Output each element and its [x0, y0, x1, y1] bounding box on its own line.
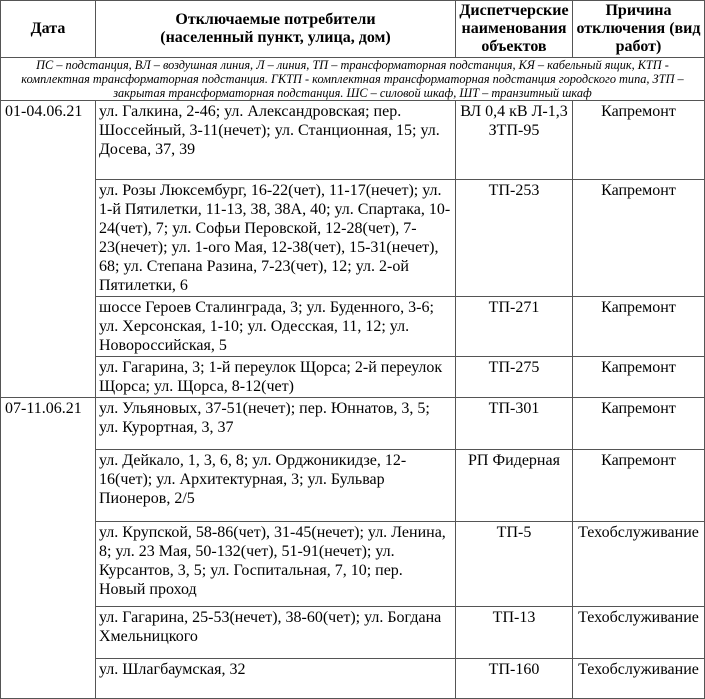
- reason-cell: Капремонт: [572, 397, 705, 450]
- table-row: ул. Гагарина, 25-53(нечет), 38-60(чет); …: [1, 606, 705, 659]
- consumers-cell: ул. Гагарина, 25-53(нечет), 38-60(чет); …: [95, 606, 456, 659]
- header-consumers-line1: Отключаемые потребители: [175, 11, 376, 28]
- consumers-cell: ул. Розы Люксембург, 16-22(чет), 11-17(н…: [95, 179, 456, 297]
- reason-cell: Капремонт: [572, 296, 705, 357]
- abbreviation-legend: ПС – подстанция, ВЛ – воздушная линия, Л…: [0, 57, 705, 101]
- header-date: Дата: [0, 0, 96, 58]
- consumers-cell: ул. Крупской, 58-86(чет), 31-45(нечет); …: [95, 521, 456, 607]
- reason-cell: Капремонт: [572, 449, 705, 522]
- dispatch-cell: РП Фидерная: [455, 449, 573, 522]
- consumers-cell: ул. Ульяновых, 37-51(нечет); пер. Юннато…: [95, 397, 456, 450]
- dispatch-cell: ТП-13: [455, 606, 573, 659]
- table-row: ул. Розы Люксембург, 16-22(чет), 11-17(н…: [1, 179, 705, 297]
- dispatch-cell: ТП-275: [455, 356, 573, 398]
- table-row: 01-04.06.21 ул. Галкина, 2-46; ул. Алекса…: [0, 100, 705, 398]
- dispatch-cell: ТП-5: [455, 521, 573, 607]
- header-row: Дата Отключаемые потребители (населенный …: [0, 0, 705, 58]
- consumers-cell: ул. Шлагбаумская, 32: [95, 658, 456, 699]
- table-row: 07-11.06.21 ул. Ульяновых, 37-51(нечет); …: [0, 397, 705, 699]
- table-row: ул. Крупской, 58-86(чет), 31-45(нечет); …: [1, 521, 705, 607]
- dispatch-cell: ВЛ 0,4 кВ Л-1,3 ЗТП-95: [455, 100, 573, 180]
- reason-cell: Техобслуживание: [572, 658, 705, 699]
- date-cell: 01-04.06.21: [0, 100, 96, 398]
- table-row: ул. Шлагбаумская, 32 ТП-160 Техобслуживани…: [1, 658, 705, 699]
- reason-cell: Техобслуживание: [572, 521, 705, 607]
- reason-cell: Капремонт: [572, 100, 705, 180]
- header-consumers: Отключаемые потребители (населенный пункт…: [95, 0, 456, 58]
- reason-cell: Техобслуживание: [572, 606, 705, 659]
- table-row: ул. Дейкало, 1, 3, 6, 8; ул. Орджоникидз…: [1, 449, 705, 522]
- consumers-cell: ул. Галкина, 2-46; ул. Александровская; …: [95, 100, 456, 180]
- reason-cell: Капремонт: [572, 356, 705, 398]
- dispatch-cell: ТП-253: [455, 179, 573, 297]
- dispatch-cell: ТП-271: [455, 296, 573, 357]
- header-consumers-line2: (населенный пункт, улица, дом): [160, 29, 391, 46]
- date-cell: 07-11.06.21: [0, 397, 96, 699]
- header-dispatch: Диспетчерские наименования объектов: [455, 0, 573, 58]
- reason-cell: Капремонт: [572, 179, 705, 297]
- dispatch-cell: ТП-160: [455, 658, 573, 699]
- consumers-cell: ул. Дейкало, 1, 3, 6, 8; ул. Орджоникидз…: [95, 449, 456, 522]
- header-reason: Причина отключения (вид работ): [572, 0, 705, 58]
- dispatch-cell: ТП-301: [455, 397, 573, 450]
- consumers-cell: ул. Гагарина, 3; 1-й переулок Щорса; 2-й…: [95, 356, 456, 398]
- consumers-cell: шоссе Героев Сталинграда, 3; ул. Буденно…: [95, 296, 456, 357]
- table-row: ул. Гагарина, 3; 1-й переулок Щорса; 2-й…: [1, 356, 705, 398]
- table-row: шоссе Героев Сталинграда, 3; ул. Буденно…: [1, 296, 705, 357]
